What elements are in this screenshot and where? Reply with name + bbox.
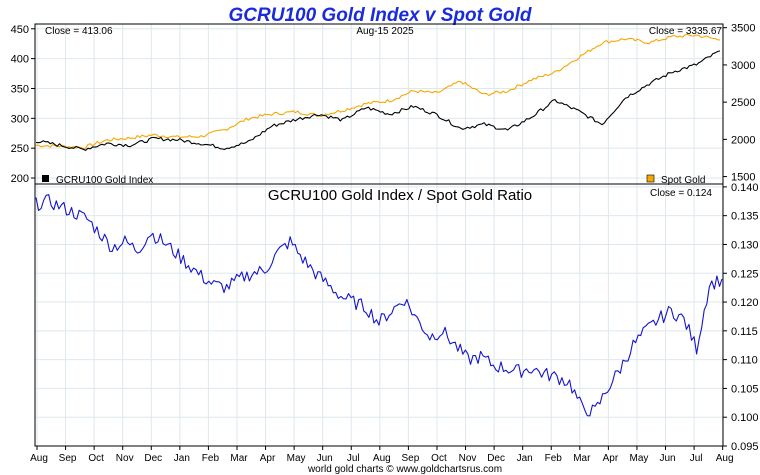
x-tick-label: Oct	[88, 453, 104, 464]
x-tick-label: Sep	[59, 453, 77, 464]
right-tick-label: 0.115	[731, 326, 758, 338]
bottom-panel: GCRU100 Gold Index / Spot Gold Ratio Clo…	[34, 182, 759, 453]
top-panel-series	[35, 33, 721, 151]
x-tick-label: Jan	[174, 453, 190, 464]
x-tick-label: May	[629, 453, 648, 464]
x-tick-label: Aug	[30, 453, 48, 464]
top-panel-frame	[34, 23, 724, 185]
right-tick-label: 0.110	[731, 355, 758, 367]
left-tick-label: 250	[11, 143, 29, 155]
footer-credit: world gold charts © www.goldchartsrus.co…	[307, 464, 502, 475]
x-tick-label: Nov	[116, 453, 134, 464]
right-tick-label: 0.095	[731, 441, 759, 453]
left-tick-label: 350	[11, 83, 29, 95]
spot-gold-line	[35, 33, 721, 150]
x-tick-label: Aug	[716, 453, 734, 464]
right-tick-label: 2500	[731, 97, 755, 109]
left-tick-label: 300	[11, 113, 29, 125]
ratio-close: Close = 0.124	[650, 188, 712, 199]
x-tick-label: Apr	[603, 453, 619, 464]
x-tick-label: Oct	[431, 453, 447, 464]
x-tick-label: Feb	[202, 453, 220, 464]
bottom-panel-frame	[34, 183, 724, 447]
right-tick-label: 0.140	[731, 182, 759, 194]
top-right-axis: 3500 3000 2500 2000 1500	[723, 23, 755, 184]
right-tick-label: 0.125	[731, 268, 759, 280]
top-panel-grid	[35, 24, 724, 184]
right-tick-label: 0.135	[731, 211, 759, 223]
x-tick-label: Jun	[317, 453, 333, 464]
x-tick-label: Feb	[545, 453, 563, 464]
x-tick-label: Sep	[401, 453, 419, 464]
left-tick-label: 450	[11, 24, 29, 36]
top-close-right: Close = 3335.67	[649, 26, 723, 37]
bottom-panel-series	[35, 194, 723, 417]
x-tick-label: Mar	[230, 453, 248, 464]
top-left-axis: 450 400 350 300 250 200	[11, 24, 35, 185]
right-tick-label: 0.100	[731, 412, 759, 424]
x-tick-label: Jul	[690, 453, 703, 464]
right-tick-label: 0.105	[731, 383, 759, 395]
right-tick-label: 0.120	[731, 297, 759, 309]
legend-gold-swatch	[646, 174, 655, 183]
x-axis: Aug Sep Oct Nov Dec Jan Feb Mar Apr May Jun Jul Aug S…	[30, 446, 734, 464]
ratio-title: GCRU100 Gold Index / Spot Gold Ratio	[268, 187, 532, 204]
right-tick-label: 1500	[731, 172, 755, 184]
top-panel: Close = 413.06 Aug-15 2025 Close = 3335.…	[11, 23, 756, 186]
top-date-label: Aug-15 2025	[356, 26, 414, 37]
x-tick-label: May	[287, 453, 306, 464]
x-tick-label: Jan	[517, 453, 533, 464]
legend-gold-label: Spot Gold	[661, 175, 705, 186]
x-tick-label: Jun	[659, 453, 675, 464]
right-tick-label: 3000	[731, 60, 755, 72]
x-tick-label: Mar	[573, 453, 591, 464]
bottom-right-axis: 0.140 0.135 0.130 0.125 0.120 0.115 0.110 0.105…	[723, 182, 759, 453]
left-tick-label: 200	[11, 173, 29, 185]
legend-gcru-label: GCRU100 Gold Index	[56, 175, 153, 186]
top-close-left: Close = 413.06	[45, 26, 113, 37]
chart-title: GCRU100 Gold Index v Spot Gold	[229, 5, 532, 26]
legend-gcru-swatch	[42, 175, 49, 182]
x-tick-label: Dec	[487, 453, 505, 464]
x-tick-label: Apr	[260, 453, 276, 464]
x-tick-label: Dec	[144, 453, 162, 464]
x-tick-label: Nov	[459, 453, 477, 464]
bottom-panel-grid	[35, 184, 724, 447]
right-tick-label: 3500	[731, 23, 755, 35]
x-tick-label: Aug	[373, 453, 391, 464]
right-tick-label: 2000	[731, 134, 755, 146]
gcru100-line	[35, 50, 721, 151]
x-tick-label: Jul	[347, 453, 360, 464]
ratio-line	[35, 194, 723, 417]
left-tick-label: 400	[11, 54, 29, 66]
right-tick-label: 0.130	[731, 239, 759, 251]
